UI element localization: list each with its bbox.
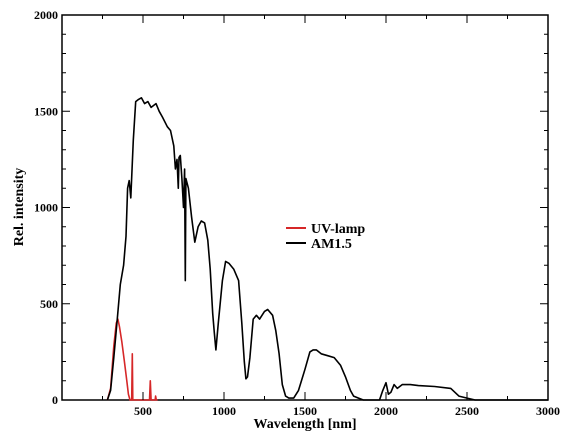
x-tick-label: 1500 <box>293 404 317 418</box>
y-tick-label: 500 <box>40 297 58 311</box>
legend: UV-lamp AM1.5 <box>286 222 365 252</box>
x-tick-label: 3000 <box>536 404 560 418</box>
y-axis-title: Rel. intensity <box>12 168 27 247</box>
x-tick-label: 2500 <box>455 404 479 418</box>
plot-frame <box>61 14 549 401</box>
x-axis-title: Wavelength [nm] <box>253 417 356 432</box>
x-tick-label: 2000 <box>374 404 398 418</box>
legend-label-am15: AM1.5 <box>311 237 352 252</box>
legend-label-uv-lamp: UV-lamp <box>311 222 365 237</box>
y-tick-label: 1000 <box>34 201 58 215</box>
y-tick-label: 2000 <box>34 8 58 22</box>
series-layer <box>106 97 548 401</box>
y-tick-label: 0 <box>52 393 58 407</box>
ticks-layer <box>61 14 549 401</box>
x-tick-label: 500 <box>134 404 152 418</box>
x-tick-label: 1000 <box>212 404 236 418</box>
y-tick-label: 1500 <box>34 104 58 118</box>
series-line-uv-lamp <box>106 318 158 401</box>
series-line-am1-5 <box>106 97 548 401</box>
tick-labels-layer: 500 1000 1500 2000 2500 3000 0 500 1000 1500 2000 <box>34 8 560 418</box>
